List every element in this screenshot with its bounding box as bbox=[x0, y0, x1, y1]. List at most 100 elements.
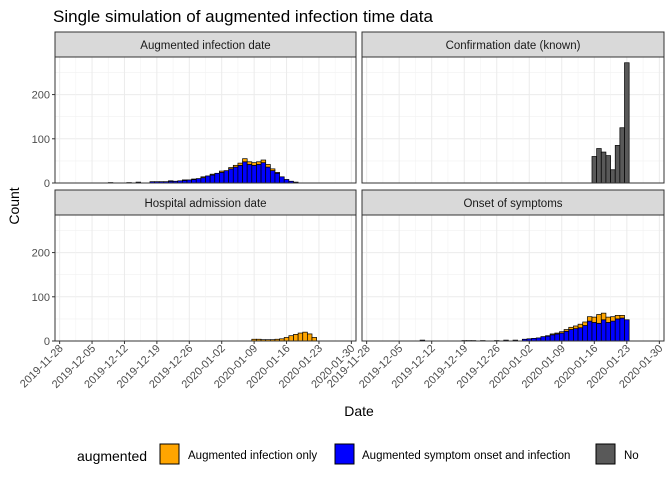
histogram-bar bbox=[605, 155, 611, 184]
histogram-bar bbox=[209, 173, 216, 176]
histogram-bar bbox=[540, 336, 546, 342]
histogram-bar bbox=[614, 318, 621, 342]
histogram-bar bbox=[200, 176, 206, 179]
facet-strip bbox=[361, 189, 665, 216]
histogram-bar bbox=[596, 322, 602, 342]
histogram-bar bbox=[600, 151, 607, 184]
histogram-bar bbox=[591, 322, 597, 342]
legend: augmented Augmented infection only Augment… bbox=[77, 443, 639, 465]
histogram-bar bbox=[545, 335, 551, 337]
histogram-bar bbox=[242, 158, 248, 163]
panel-border bbox=[54, 56, 357, 184]
panel-border bbox=[54, 214, 357, 342]
panel-border bbox=[361, 56, 665, 184]
histogram-bar bbox=[573, 325, 579, 329]
histogram-bar bbox=[191, 179, 197, 184]
histogram-bar bbox=[591, 316, 597, 323]
histogram-bar bbox=[591, 156, 597, 184]
histogram-bar bbox=[232, 166, 239, 184]
y-tick-label: 0 bbox=[44, 336, 50, 348]
histogram-bar bbox=[586, 316, 593, 322]
y-tick-label: 100 bbox=[32, 134, 50, 146]
histogram-bar bbox=[256, 161, 262, 165]
histogram-bar bbox=[265, 164, 271, 168]
legend-key-augmented-symptom-onset-and-infection bbox=[334, 443, 355, 465]
histogram-bar bbox=[311, 337, 317, 342]
histogram-bar bbox=[549, 333, 556, 336]
histogram-bar bbox=[269, 170, 276, 184]
histogram-bar bbox=[265, 166, 271, 184]
histogram-bar bbox=[624, 62, 630, 184]
histogram-bar bbox=[582, 325, 588, 342]
histogram-bar bbox=[545, 335, 551, 342]
legend-label: Augmented infection only bbox=[188, 450, 317, 462]
histogram-bar bbox=[223, 170, 230, 184]
histogram-bar bbox=[293, 334, 299, 342]
histogram-bar bbox=[568, 326, 574, 330]
histogram-bar bbox=[168, 180, 174, 182]
y-tick-label: 200 bbox=[32, 90, 50, 102]
legend-label: No bbox=[624, 450, 639, 462]
legend-key-augmented-infection-only bbox=[159, 443, 180, 465]
bars bbox=[591, 62, 630, 184]
histogram-bar bbox=[274, 172, 280, 174]
facet-panel: Augmented infection date 0 100 200 bbox=[32, 31, 357, 190]
histogram-bar bbox=[260, 162, 267, 184]
histogram-bar bbox=[228, 167, 234, 170]
histogram-bar bbox=[614, 145, 621, 184]
histogram-bar bbox=[559, 331, 565, 334]
histogram-bar bbox=[251, 164, 257, 184]
histogram-bar bbox=[205, 175, 211, 184]
histogram-bar bbox=[624, 319, 630, 342]
histogram-bar bbox=[195, 178, 202, 184]
facet-strip-label: Augmented infection date bbox=[140, 40, 270, 52]
y-axis-label: Count bbox=[6, 187, 22, 224]
histogram-bar bbox=[568, 329, 574, 342]
histogram-bar bbox=[260, 159, 267, 164]
histogram-bar bbox=[577, 327, 584, 342]
histogram-bar bbox=[563, 329, 570, 332]
y-tick-label: 0 bbox=[44, 178, 50, 190]
histogram-bar bbox=[297, 332, 304, 342]
y-tick-label: 200 bbox=[32, 248, 50, 260]
histogram-bar bbox=[200, 177, 206, 184]
histogram-bar bbox=[191, 178, 197, 180]
histogram-bar bbox=[232, 164, 239, 168]
histogram-bar bbox=[614, 315, 621, 320]
histogram-bar bbox=[582, 321, 588, 326]
histogram-bar bbox=[596, 148, 602, 184]
histogram-bar bbox=[596, 314, 602, 324]
histogram-bar bbox=[619, 317, 625, 342]
histogram-bar bbox=[214, 172, 220, 184]
histogram-bar bbox=[256, 164, 262, 184]
bars bbox=[419, 312, 630, 342]
legend-title: augmented bbox=[77, 448, 147, 464]
histogram-bar bbox=[237, 162, 243, 166]
facet-strip bbox=[54, 189, 357, 216]
histogram-bar bbox=[274, 172, 280, 184]
facet-strip bbox=[54, 31, 357, 58]
histogram-bar bbox=[554, 333, 560, 342]
x-axis-label: Date bbox=[344, 403, 374, 419]
facet-strip-label: Confirmation date (known) bbox=[446, 40, 581, 52]
histogram-bar bbox=[619, 127, 625, 184]
histogram-bar bbox=[563, 330, 570, 342]
chart-title: Single simulation of augmented infection… bbox=[53, 7, 433, 26]
legend-label: Augmented symptom onset and infection bbox=[362, 450, 570, 462]
facet-strip-label: Onset of symptoms bbox=[463, 198, 562, 210]
histogram-bar bbox=[283, 337, 290, 342]
histogram-bar bbox=[242, 161, 248, 184]
histogram-bar bbox=[279, 176, 285, 184]
histogram-bar bbox=[573, 328, 579, 342]
histogram-bar bbox=[228, 168, 234, 184]
histogram-bar bbox=[577, 323, 584, 329]
histogram-bar bbox=[251, 162, 257, 166]
histogram-bar bbox=[237, 164, 243, 184]
histogram-bar bbox=[610, 316, 616, 322]
histogram-bar bbox=[559, 332, 565, 342]
histogram-bar bbox=[610, 320, 616, 342]
histogram-bar bbox=[554, 332, 560, 335]
histogram-bar bbox=[307, 333, 313, 342]
